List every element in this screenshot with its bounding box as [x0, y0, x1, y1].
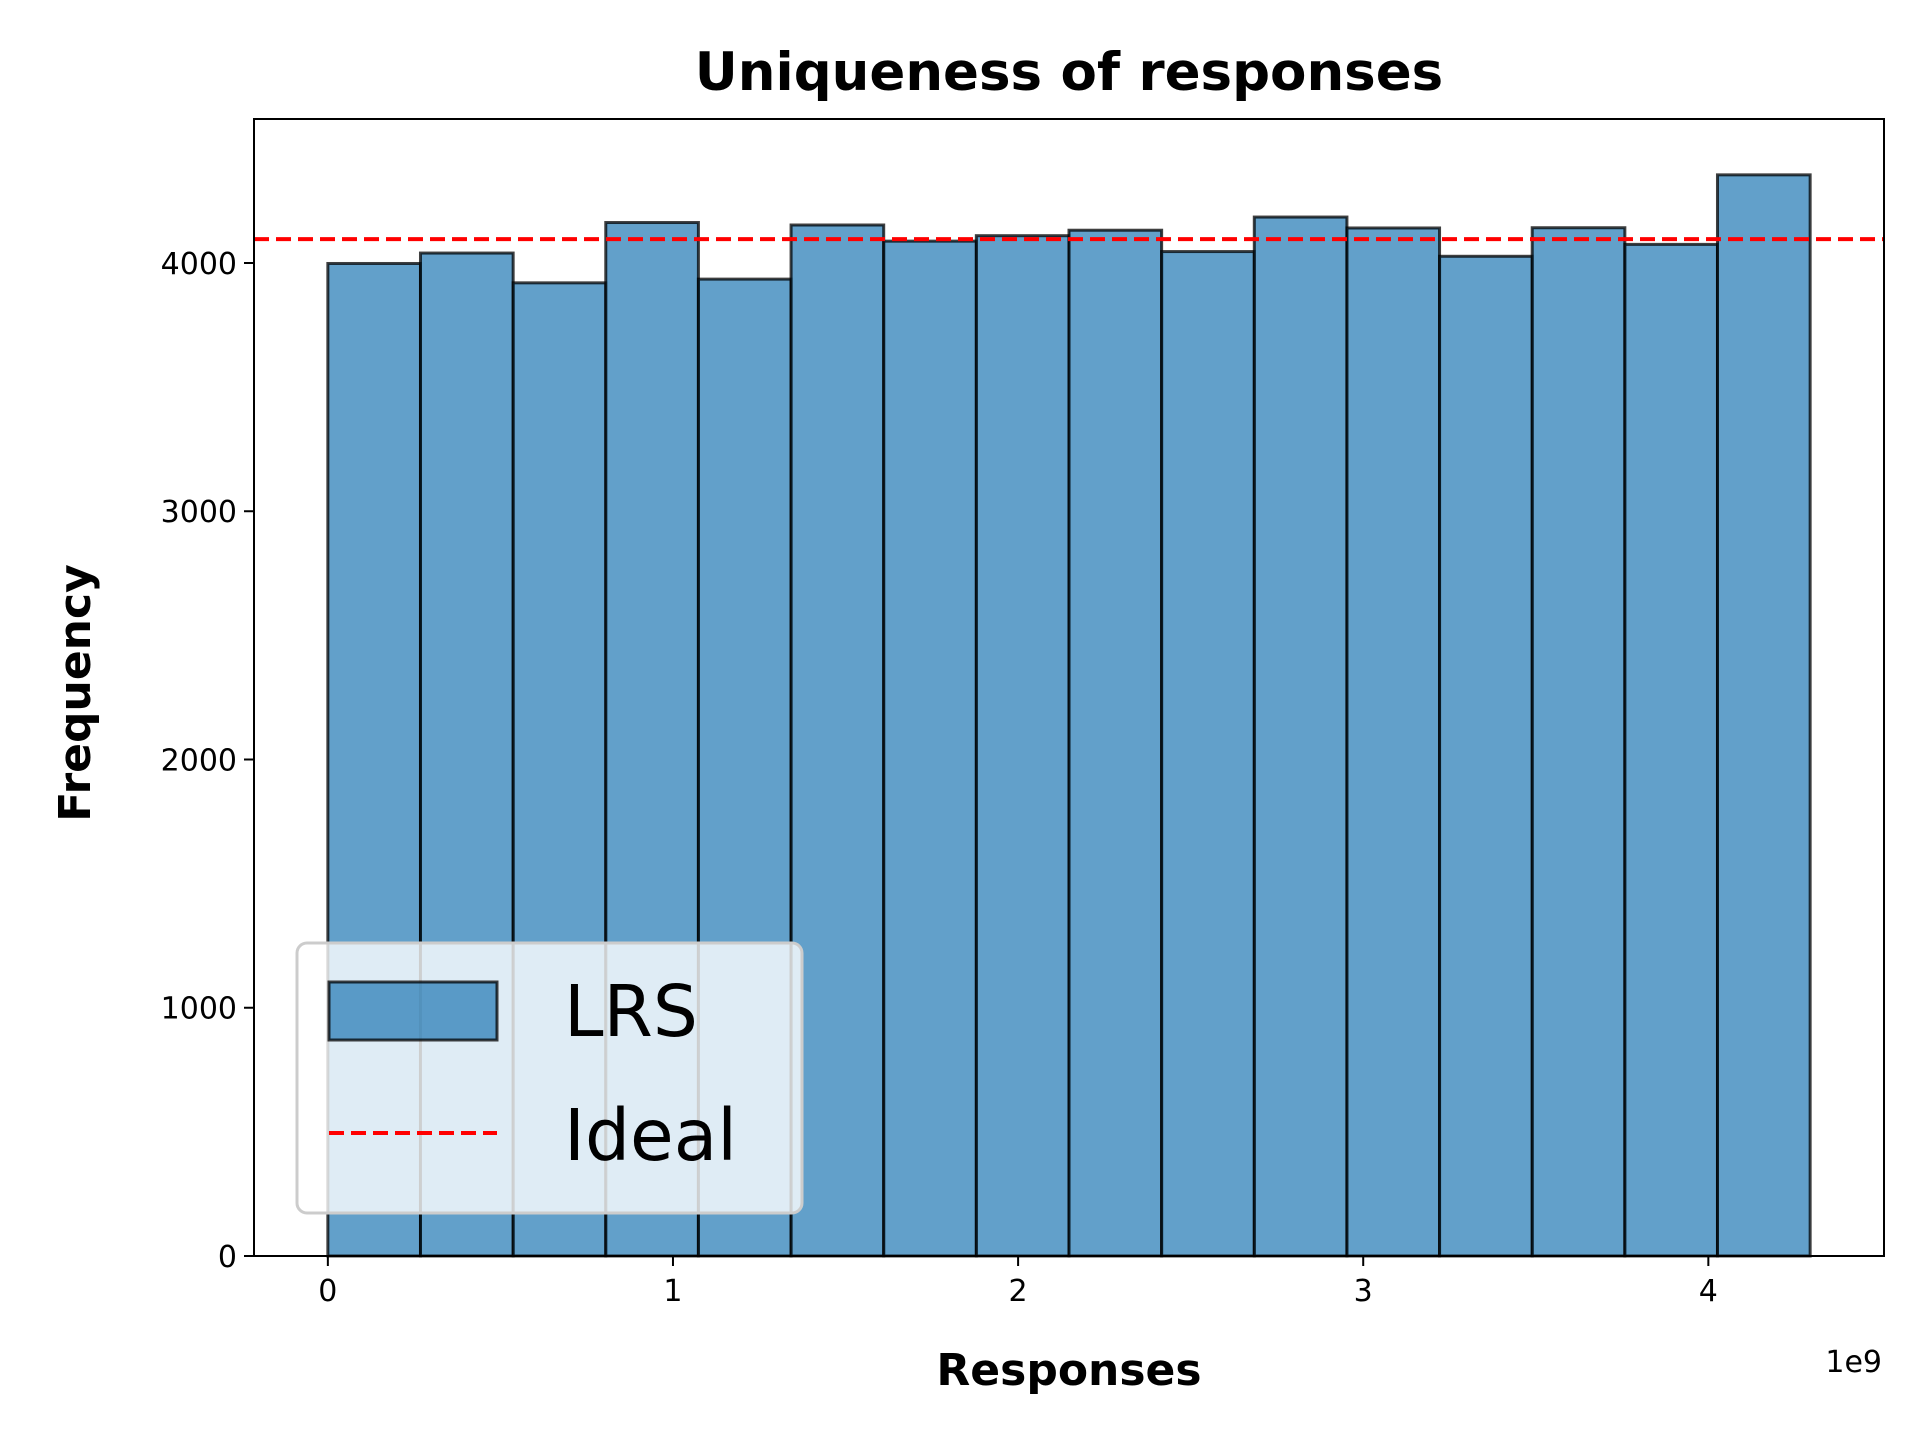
legend-label-ideal: Ideal — [564, 1094, 737, 1177]
histogram-bar — [1160, 250, 1256, 1258]
x-axis-label: Responses — [936, 1345, 1201, 1396]
histogram-bar — [1623, 242, 1719, 1258]
histogram-bar — [882, 239, 978, 1258]
x-tick-label: 2 — [1009, 1274, 1028, 1309]
x-ticks: 0 1 2 3 4 — [318, 1256, 1718, 1309]
x-offset-label: 1e9 — [1825, 1345, 1882, 1380]
legend-swatch-lrs — [327, 980, 499, 1042]
x-tick-label: 3 — [1354, 1274, 1373, 1309]
histogram-bar — [1715, 173, 1812, 1258]
histogram-bar — [1067, 228, 1164, 1258]
y-tick-label: 0 — [218, 1240, 237, 1275]
y-axis-label: Frequency — [50, 564, 101, 822]
x-tick-label: 1 — [663, 1274, 682, 1309]
y-ticks: 0 1000 2000 3000 4000 — [161, 247, 254, 1275]
histogram-bar — [974, 234, 1071, 1258]
y-tick-label: 2000 — [161, 743, 237, 778]
legend-label-lrs: LRS — [564, 970, 698, 1053]
x-tick-label: 0 — [318, 1274, 337, 1309]
x-tick-label: 4 — [1699, 1274, 1718, 1309]
histogram-bar — [1252, 215, 1349, 1258]
y-tick-label: 1000 — [161, 992, 237, 1027]
y-tick-label: 4000 — [161, 247, 237, 282]
histogram-bar — [1438, 254, 1534, 1258]
histogram-bar — [1530, 226, 1627, 1258]
histogram-bar — [1345, 226, 1442, 1258]
plot-frame — [253, 118, 1885, 1257]
histogram-bar — [789, 223, 886, 1258]
legend: LRS Ideal — [295, 941, 804, 1215]
y-tick-label: 3000 — [161, 495, 237, 530]
chart-title: Uniqueness of responses — [695, 42, 1443, 103]
